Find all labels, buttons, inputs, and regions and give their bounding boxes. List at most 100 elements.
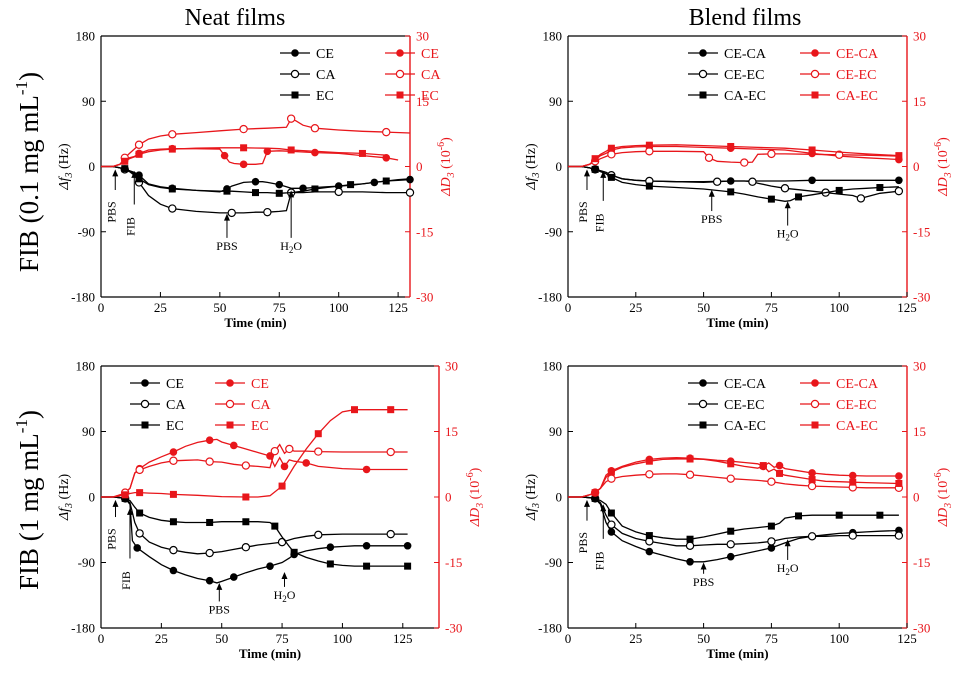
legend-marker: [396, 91, 404, 99]
data-point: [169, 566, 178, 575]
data-point: [645, 147, 654, 156]
series-left-ca: [101, 494, 408, 558]
right-axis-label: ΔD3 (10-6): [933, 137, 954, 197]
series-left-ce: [101, 494, 412, 585]
annotation-pbs: PBS: [209, 582, 230, 616]
right-y-tick-label: -30: [913, 290, 930, 305]
data-point: [795, 512, 803, 520]
data-point: [229, 441, 238, 450]
data-point: [685, 470, 695, 479]
annotation-h2o: H2O: [274, 571, 296, 604]
legend: CE-CA CE-EC CA-EC CE-CA CE-EC CA-EC: [688, 377, 879, 434]
legend-item-df-ca-ec: CA-EC: [688, 419, 766, 434]
data-point: [386, 529, 395, 539]
right-y-tick-label: 30: [913, 29, 926, 44]
data-point: [382, 177, 390, 185]
svg-text:PBS: PBS: [693, 575, 714, 589]
annotation-h2o: H2O: [777, 539, 799, 577]
right-y-tick-label: -30: [416, 290, 433, 305]
series-right-ec: [101, 144, 387, 168]
legend-item-dd-ca-ec: CA-EC: [800, 419, 878, 434]
annotation-pbs: PBS: [701, 189, 722, 226]
data-point: [712, 177, 722, 186]
legend-item-dd-ce-ca: CE-CA: [800, 47, 879, 62]
legend-marker: [395, 69, 405, 79]
legend-item-dd-ca: CA: [215, 398, 271, 413]
data-point: [290, 548, 298, 556]
legend-label: CE-CA: [724, 377, 767, 392]
legend-label: CA-EC: [836, 89, 878, 104]
x-axis-label: Time (min): [706, 315, 768, 330]
data-point: [645, 470, 654, 479]
left-y-tick-label: -180: [71, 621, 95, 636]
annotation-fib: FIB: [119, 507, 133, 590]
data-point: [270, 446, 280, 456]
legend-marker: [699, 49, 707, 57]
data-point: [895, 176, 903, 185]
series-left-ca-ec: [568, 165, 899, 203]
annotation-fib: FIB: [592, 170, 607, 232]
data-point: [403, 541, 412, 550]
annotation-pbs: PBS: [693, 562, 714, 589]
legend-label: CA: [316, 68, 336, 83]
series-line: [568, 165, 899, 202]
annotation-pbs: PBS: [576, 169, 590, 223]
data-point: [326, 543, 335, 552]
data-point: [266, 562, 274, 570]
data-point: [876, 511, 884, 519]
data-point: [314, 447, 323, 456]
x-tick-label: 25: [155, 631, 168, 646]
data-point: [835, 511, 843, 519]
legend-label: EC: [166, 419, 184, 434]
x-tick-label: 100: [333, 631, 353, 646]
data-point: [347, 181, 355, 189]
legend-label: EC: [316, 89, 334, 104]
left-y-tick-label: 180: [543, 29, 563, 44]
data-point: [280, 462, 289, 471]
data-point: [220, 151, 229, 160]
data-point: [285, 444, 294, 454]
data-point: [607, 150, 616, 159]
right-y-tick-label: 15: [913, 94, 926, 109]
data-point: [302, 459, 311, 467]
data-point: [807, 532, 817, 541]
data-point: [242, 518, 250, 526]
legend-marker: [810, 69, 820, 79]
legend-marker: [140, 399, 150, 409]
legend-label: CE-EC: [836, 398, 876, 413]
svg-text:ΔD3 (10-6): ΔD3 (10-6): [933, 137, 954, 197]
data-point: [240, 144, 248, 152]
data-point: [168, 145, 176, 153]
legend-label: EC: [421, 89, 439, 104]
data-point: [727, 460, 735, 468]
data-point: [775, 461, 784, 470]
data-point: [311, 148, 319, 157]
x-tick-label: 75: [276, 631, 289, 646]
right-y-tick-label: -30: [445, 621, 462, 636]
legend-item-dd-ce-ca: CE-CA: [800, 377, 879, 392]
data-point: [767, 544, 776, 552]
legend-marker: [396, 49, 404, 57]
data-point: [607, 520, 616, 529]
svg-text:H2O: H2O: [777, 561, 799, 577]
left-axis-label: Δf3 (Hz): [57, 143, 75, 191]
left-y-tick-label: 0: [556, 490, 563, 505]
data-point: [169, 518, 177, 526]
data-point: [591, 494, 599, 502]
data-point: [795, 193, 803, 201]
data-point: [807, 481, 817, 491]
svg-text:Δf3 (Hz): Δf3 (Hz): [57, 474, 75, 522]
legend-label: CA-EC: [836, 419, 878, 434]
legend-label: CA-EC: [724, 419, 766, 434]
legend-marker: [141, 421, 149, 429]
data-point: [386, 447, 395, 457]
data-point: [168, 204, 177, 213]
data-point: [894, 186, 904, 196]
row-title-bottom: FIB (1 mg mL-1): [12, 410, 44, 590]
legend-label: CE: [316, 47, 334, 62]
svg-text:Δf3 (Hz): Δf3 (Hz): [524, 474, 542, 522]
series-left-ec: [101, 494, 412, 570]
data-point: [776, 469, 784, 477]
legend-label: CE-CA: [836, 47, 879, 62]
left-y-tick-label: -180: [71, 290, 95, 305]
